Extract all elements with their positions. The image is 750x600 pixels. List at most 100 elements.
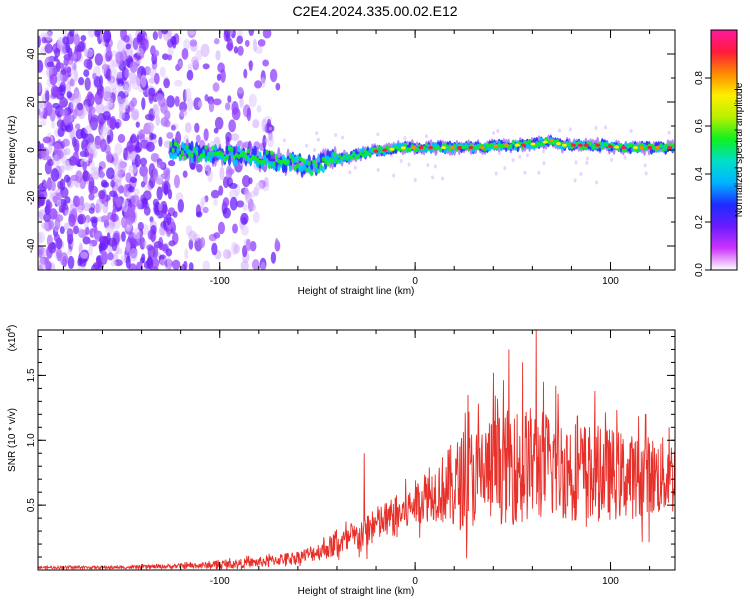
heatmap-noise-blob (189, 39, 198, 47)
colorbar-tick-label: 0.2 (694, 215, 705, 229)
heatmap-noise-blob (123, 147, 128, 161)
heatmap-ridge-cell (239, 152, 243, 158)
heatmap-noise-blob (128, 263, 137, 270)
heatmap-noise-blob (215, 50, 221, 61)
heatmap-noise-blob (159, 258, 165, 266)
heatmap-ridge-cell (319, 152, 323, 164)
heatmap-noise-blob (159, 66, 166, 78)
heatmap-noise-blob (197, 100, 203, 108)
heatmap-ridge-cell (241, 150, 246, 156)
heatmap-ridge-peak (639, 146, 645, 150)
heatmap-signal-ridge (169, 134, 675, 178)
heatmap-noise-blob (109, 115, 117, 130)
snr-y-label: SNR (10 * v/v) (7, 408, 18, 472)
heatmap-ridge-cell (284, 162, 288, 174)
snr-x-tick-label: -100 (210, 576, 230, 587)
heatmap-ridge-cell (251, 155, 255, 160)
heatmap-ridge-cell (232, 154, 236, 160)
heatmap-noise-blob (537, 170, 541, 175)
heatmap-noise-blob (85, 226, 90, 236)
heatmap-noise-blob (177, 199, 185, 213)
heatmap-noise-blob (109, 190, 117, 198)
heatmap-noise-blob (523, 170, 527, 175)
heatmap-noise-blob (82, 202, 91, 212)
heatmap-noise-blob (246, 107, 252, 122)
heatmap-ridge-cell (490, 142, 494, 147)
heatmap-noise-blob (249, 241, 257, 252)
heatmap-ridge-cell (197, 157, 201, 162)
heatmap-noise-blob (228, 119, 236, 133)
heatmap-noise-blob (55, 192, 63, 201)
heatmap-ridge-peak (614, 145, 620, 149)
heatmap-noise-blob (222, 249, 232, 260)
heatmap-noise-blob (260, 261, 266, 270)
heatmap-noise-blob (83, 58, 92, 69)
heatmap-noise-blob (213, 199, 218, 206)
heatmap-ridge-peak (400, 146, 406, 150)
heatmap-noise-blob (84, 77, 91, 91)
heatmap-ridge-cell (403, 142, 407, 147)
colorbar-frame (710, 29, 738, 271)
colorbar: 0.0 0.2 0.4 0.6 0.8 Normalized spectral ampl… (694, 29, 745, 277)
heatmap-noise-blob (73, 33, 81, 46)
heatmap-ridge-cell (338, 158, 342, 165)
heatmap-noise-blob (110, 213, 119, 223)
heatmap-ridge-cell (190, 152, 194, 158)
heatmap-ridge-cell (178, 154, 182, 159)
heatmap-noise-blob (48, 242, 57, 254)
heatmap-noise-blob (186, 69, 194, 81)
heatmap-ridge-cell (253, 155, 257, 161)
heatmap-noise-blob (541, 149, 545, 154)
heatmap-noise-blob (41, 222, 49, 230)
heatmap-noise-blob (254, 80, 263, 89)
heatmap-noise-blob (160, 116, 169, 127)
heatmap-noise-blob (148, 87, 156, 97)
heatmap-noise-blob (184, 122, 192, 133)
heatmap-noise-blob (57, 180, 64, 190)
heatmap-ridge-cell (312, 159, 316, 165)
heatmap-ridge-cell (180, 150, 185, 155)
heatmap-noise-blob (87, 142, 97, 154)
heatmap-ridge-cell (213, 144, 218, 152)
heatmap-ridge-cell (263, 159, 267, 165)
heatmap-noise-blob (242, 203, 248, 212)
heatmap-ridge-cell (539, 137, 543, 143)
heatmap-noise-blob (125, 242, 131, 252)
heatmap-noise-blob (262, 30, 272, 39)
heatmap-noise-blob (73, 69, 78, 82)
heatmap-noise-blob (90, 114, 99, 123)
heatmap-noise-blob (73, 195, 81, 207)
heatmap-noise-blob (100, 215, 109, 223)
heatmap-noise-blob (119, 111, 126, 120)
heatmap-ridge-cell (173, 152, 178, 160)
heatmap-ridge-cell (169, 141, 173, 147)
heatmap-noise-blob (62, 138, 70, 147)
heatmap-ridge-peak (530, 142, 536, 146)
heatmap-noise-blob (92, 72, 97, 80)
heatmap-noise-blob (100, 138, 107, 152)
heatmap-noise-blob (256, 105, 262, 113)
heatmap-noise-blob (413, 177, 417, 182)
heatmap-ridge-cell (338, 154, 342, 159)
heatmap-noise-blob (163, 78, 171, 89)
heatmap-noise-blob (125, 43, 132, 50)
heatmap-ridge-cell (558, 143, 562, 150)
heatmap-noise-blob (141, 253, 146, 264)
heatmap-noise-blob (134, 154, 141, 168)
heatmap-noise-blob (199, 237, 206, 248)
heatmap-noise-blob (245, 238, 251, 252)
heatmap-noise-blob (137, 221, 144, 231)
heatmap-ridge-cell (349, 155, 354, 160)
heatmap-ridge-peak (411, 146, 417, 150)
heatmap-noise-blob (214, 116, 224, 130)
heatmap-noise-blob (122, 198, 129, 213)
heatmap-ridge-cell (218, 150, 222, 156)
heatmap-noise-blob (72, 53, 78, 60)
heatmap-noise-blob (316, 137, 320, 142)
heatmap-noise-blob (172, 211, 178, 218)
heatmap-noise-blob (254, 46, 263, 54)
heatmap-noise-blob (38, 198, 44, 207)
heatmap-noise-blob (188, 239, 194, 250)
heatmap-noise-blob (424, 134, 428, 139)
heatmap-ridge-cell (244, 154, 248, 160)
